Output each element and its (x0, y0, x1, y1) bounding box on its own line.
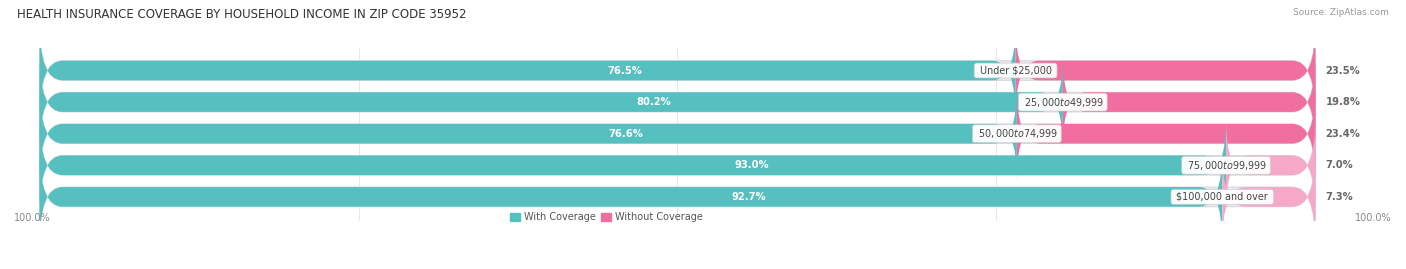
Text: $25,000 to $49,999: $25,000 to $49,999 (1021, 95, 1105, 109)
Text: 23.5%: 23.5% (1326, 66, 1361, 76)
Text: 7.3%: 7.3% (1326, 192, 1354, 202)
Text: Source: ZipAtlas.com: Source: ZipAtlas.com (1294, 8, 1389, 17)
Text: $100,000 and over: $100,000 and over (1174, 192, 1271, 202)
FancyBboxPatch shape (1222, 150, 1316, 244)
FancyBboxPatch shape (39, 118, 1316, 212)
Text: 19.8%: 19.8% (1326, 97, 1361, 107)
FancyBboxPatch shape (39, 23, 1015, 118)
Text: 7.0%: 7.0% (1326, 160, 1354, 170)
FancyBboxPatch shape (39, 55, 1316, 149)
FancyBboxPatch shape (39, 87, 1316, 181)
Text: 100.0%: 100.0% (14, 213, 51, 223)
FancyBboxPatch shape (1015, 23, 1316, 118)
Text: $50,000 to $74,999: $50,000 to $74,999 (974, 127, 1059, 140)
Text: 100.0%: 100.0% (1355, 213, 1392, 223)
Text: 80.2%: 80.2% (636, 97, 671, 107)
FancyBboxPatch shape (1226, 118, 1316, 212)
Text: 76.6%: 76.6% (609, 129, 644, 139)
Text: HEALTH INSURANCE COVERAGE BY HOUSEHOLD INCOME IN ZIP CODE 35952: HEALTH INSURANCE COVERAGE BY HOUSEHOLD I… (17, 8, 467, 21)
FancyBboxPatch shape (39, 55, 1063, 149)
FancyBboxPatch shape (39, 150, 1222, 244)
FancyBboxPatch shape (1063, 55, 1316, 149)
FancyBboxPatch shape (1017, 87, 1316, 181)
FancyBboxPatch shape (39, 118, 1226, 212)
Text: $75,000 to $99,999: $75,000 to $99,999 (1184, 159, 1268, 172)
FancyBboxPatch shape (39, 150, 1316, 244)
Legend: With Coverage, Without Coverage: With Coverage, Without Coverage (506, 208, 707, 226)
Text: 76.5%: 76.5% (607, 66, 643, 76)
Text: 93.0%: 93.0% (734, 160, 769, 170)
FancyBboxPatch shape (39, 23, 1316, 118)
FancyBboxPatch shape (39, 87, 1017, 181)
Text: 92.7%: 92.7% (733, 192, 766, 202)
Text: 23.4%: 23.4% (1326, 129, 1361, 139)
Text: Under $25,000: Under $25,000 (977, 66, 1054, 76)
